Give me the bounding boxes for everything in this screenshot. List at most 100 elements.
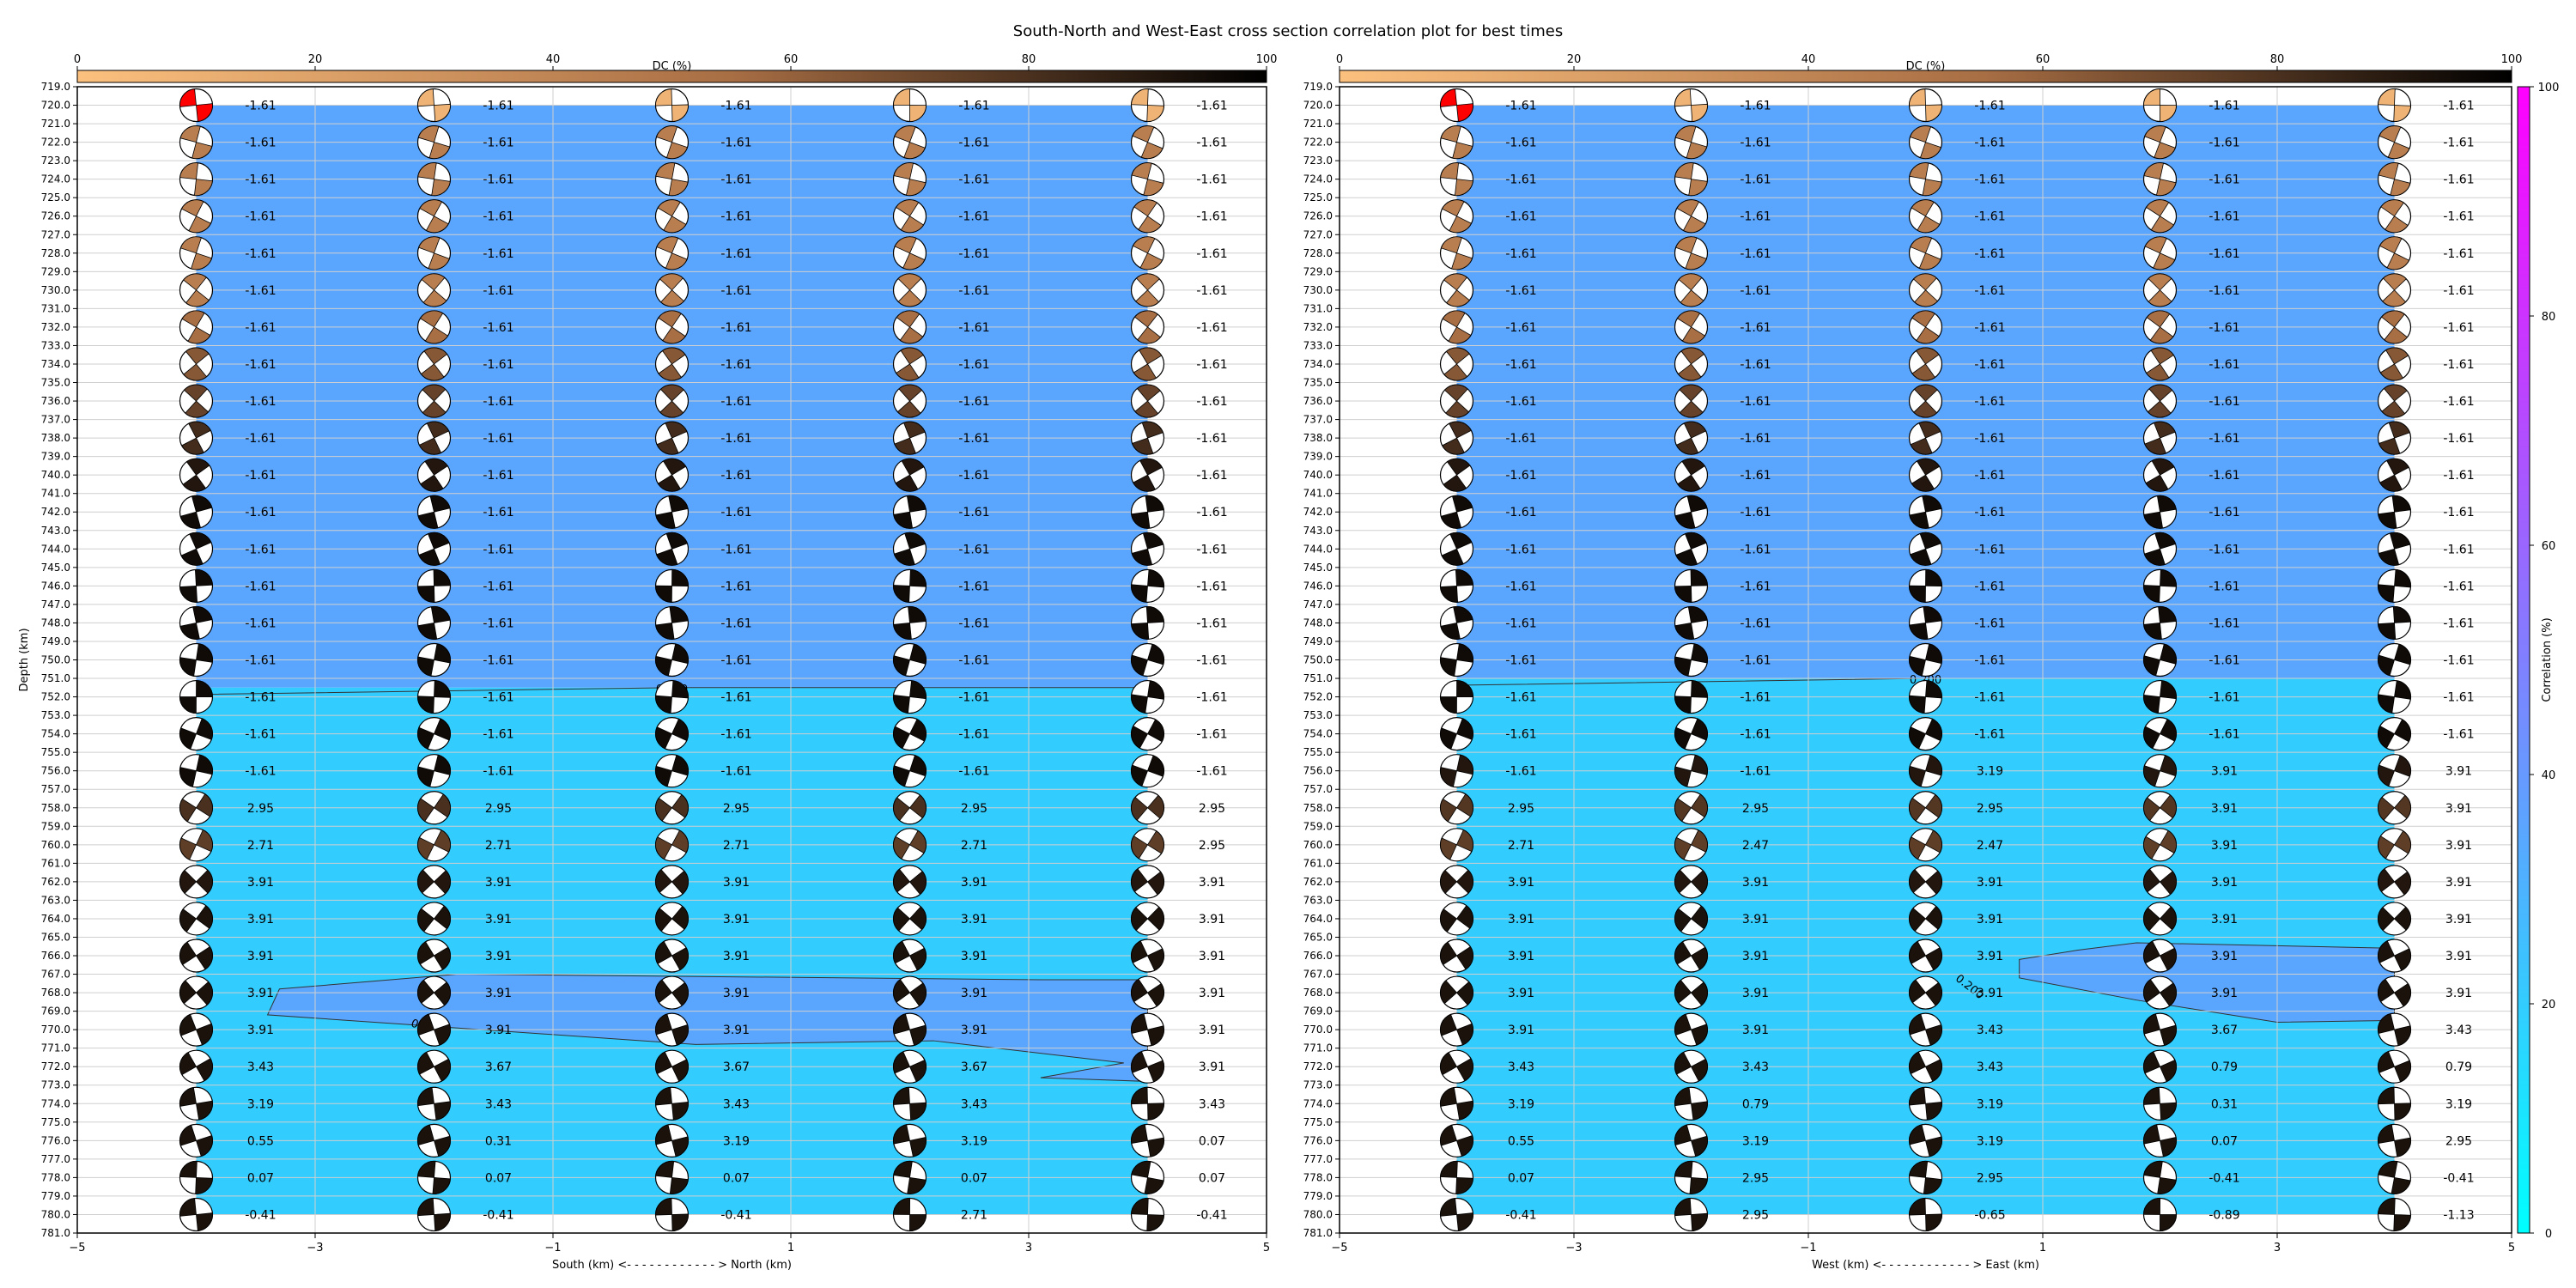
y-tick-label: 727.0 xyxy=(41,228,70,240)
page-title: South-North and West-East cross section … xyxy=(1012,22,1564,40)
beachball-quadrant xyxy=(1146,830,1164,854)
beachball xyxy=(1439,717,1474,751)
beachball-value-label: -1.61 xyxy=(1740,580,1771,593)
beachball-value-label: 3.91 xyxy=(1508,876,1534,890)
beachball xyxy=(179,384,214,418)
beachball-value-label: 3.91 xyxy=(2445,802,2472,816)
beachball-quadrant xyxy=(1446,458,1471,476)
beachball-quadrant xyxy=(2155,179,2177,197)
beachball-quadrant xyxy=(893,1161,913,1178)
beachball xyxy=(1908,679,1943,714)
beachball xyxy=(2142,828,2178,862)
y-tick-label: 769.0 xyxy=(1303,1005,1333,1018)
beachball-quadrant xyxy=(179,162,199,180)
beachball-quadrant xyxy=(899,326,924,344)
y-tick-label: 728.0 xyxy=(1303,247,1333,259)
beachball xyxy=(1908,975,1943,1010)
beachball-value-label: -1.61 xyxy=(245,173,276,187)
x-axis-label: West (km) <- - - - - - - - - - - - > Eas… xyxy=(1812,1259,2039,1272)
beachball xyxy=(1439,88,1474,123)
beachball-value-label: 3.91 xyxy=(1742,1024,1769,1037)
beachball-quadrant xyxy=(2388,421,2410,439)
beachball-quadrant xyxy=(1453,606,1473,623)
beachball-quadrant xyxy=(2378,907,2396,932)
beachball-value-label: 0.07 xyxy=(723,1171,750,1185)
beachball-quadrant xyxy=(1142,532,1164,550)
beachball-value-label: -1.61 xyxy=(1974,100,2005,113)
beachball-quadrant xyxy=(1676,199,1700,217)
beachball-quadrant xyxy=(2390,179,2411,197)
beachball-quadrant xyxy=(1451,495,1473,513)
beachball xyxy=(1439,1197,1474,1232)
beachball xyxy=(416,162,452,197)
beachball xyxy=(892,865,927,899)
beachball-value-label: -1.61 xyxy=(2208,617,2239,630)
y-tick-label: 779.0 xyxy=(41,1190,70,1202)
beachball xyxy=(1439,347,1474,381)
dc-tick-label: 40 xyxy=(1801,53,1816,66)
beachball-value-label: 3.91 xyxy=(247,876,274,890)
y-tick-label: 768.0 xyxy=(1303,987,1333,999)
beachball-value-label: -1.61 xyxy=(720,358,751,372)
beachball-quadrant xyxy=(894,125,916,143)
y-tick-label: 755.0 xyxy=(1303,746,1333,758)
beachball-quadrant xyxy=(179,511,202,529)
beachball-quadrant xyxy=(671,947,689,971)
beachball xyxy=(416,642,452,677)
beachball-quadrant xyxy=(1131,623,1150,640)
beachball xyxy=(2142,532,2178,566)
beachball-value-label: 3.91 xyxy=(2211,839,2238,853)
beachball xyxy=(1130,791,1165,825)
beachball-quadrant xyxy=(1925,1213,1942,1231)
beachball-quadrant xyxy=(2145,474,2169,492)
beachball-value-label: -1.61 xyxy=(1974,469,2005,483)
beachball-value-label: -1.61 xyxy=(245,395,276,409)
beachball xyxy=(1439,902,1474,936)
beachball-value-label: -1.61 xyxy=(1196,358,1227,372)
beachball-quadrant xyxy=(1440,727,1458,750)
beachball-quadrant xyxy=(1909,655,1926,677)
beachball xyxy=(179,310,214,344)
beachball xyxy=(416,902,452,936)
beachball-quadrant xyxy=(1690,829,1708,853)
beachball xyxy=(1674,347,1709,381)
y-tick-label: 749.0 xyxy=(41,635,70,647)
beachball-value-label: -1.61 xyxy=(2208,358,2239,372)
beachball-quadrant xyxy=(1924,905,1942,930)
y-tick-label: 774.0 xyxy=(41,1097,70,1109)
beachball-quadrant xyxy=(655,695,672,714)
beachball-value-label: -1.61 xyxy=(245,100,276,113)
beachball xyxy=(1130,939,1165,973)
beachball-quadrant xyxy=(192,606,213,623)
beachball-quadrant xyxy=(1916,458,1941,476)
beachball xyxy=(416,199,452,234)
beachball xyxy=(2142,310,2178,344)
beachball xyxy=(416,1086,452,1121)
beachball xyxy=(2142,717,2178,751)
beachball xyxy=(179,754,214,788)
beachball-quadrant xyxy=(1440,622,1461,640)
beachball-quadrant xyxy=(2378,764,2396,787)
beachball-quadrant xyxy=(1689,1176,1708,1194)
beachball xyxy=(1908,828,1943,862)
beachball-value-label: 3.91 xyxy=(2445,950,2472,963)
y-tick-label: 741.0 xyxy=(41,488,70,500)
beachball-quadrant xyxy=(179,798,197,823)
beachball xyxy=(2377,310,2412,344)
beachball-quadrant xyxy=(2385,347,2409,365)
beachball-quadrant xyxy=(1131,835,1149,860)
beachball xyxy=(179,939,214,973)
y-tick-label: 754.0 xyxy=(1303,728,1333,740)
beachball-value-label: -1.61 xyxy=(958,247,989,261)
beachball-value-label: -1.61 xyxy=(1740,321,1771,335)
beachball-value-label: 3.91 xyxy=(247,913,274,927)
beachball-quadrant xyxy=(1680,347,1705,365)
beachball-quadrant xyxy=(433,905,451,930)
beachball xyxy=(1130,421,1165,455)
beachball xyxy=(892,199,927,234)
beachball-value-label: -1.61 xyxy=(483,321,513,335)
y-tick-label: 760.0 xyxy=(1303,839,1333,851)
beachball-quadrant xyxy=(908,606,927,623)
dc-tick-label: 60 xyxy=(784,53,799,66)
beachball-quadrant xyxy=(426,421,450,439)
